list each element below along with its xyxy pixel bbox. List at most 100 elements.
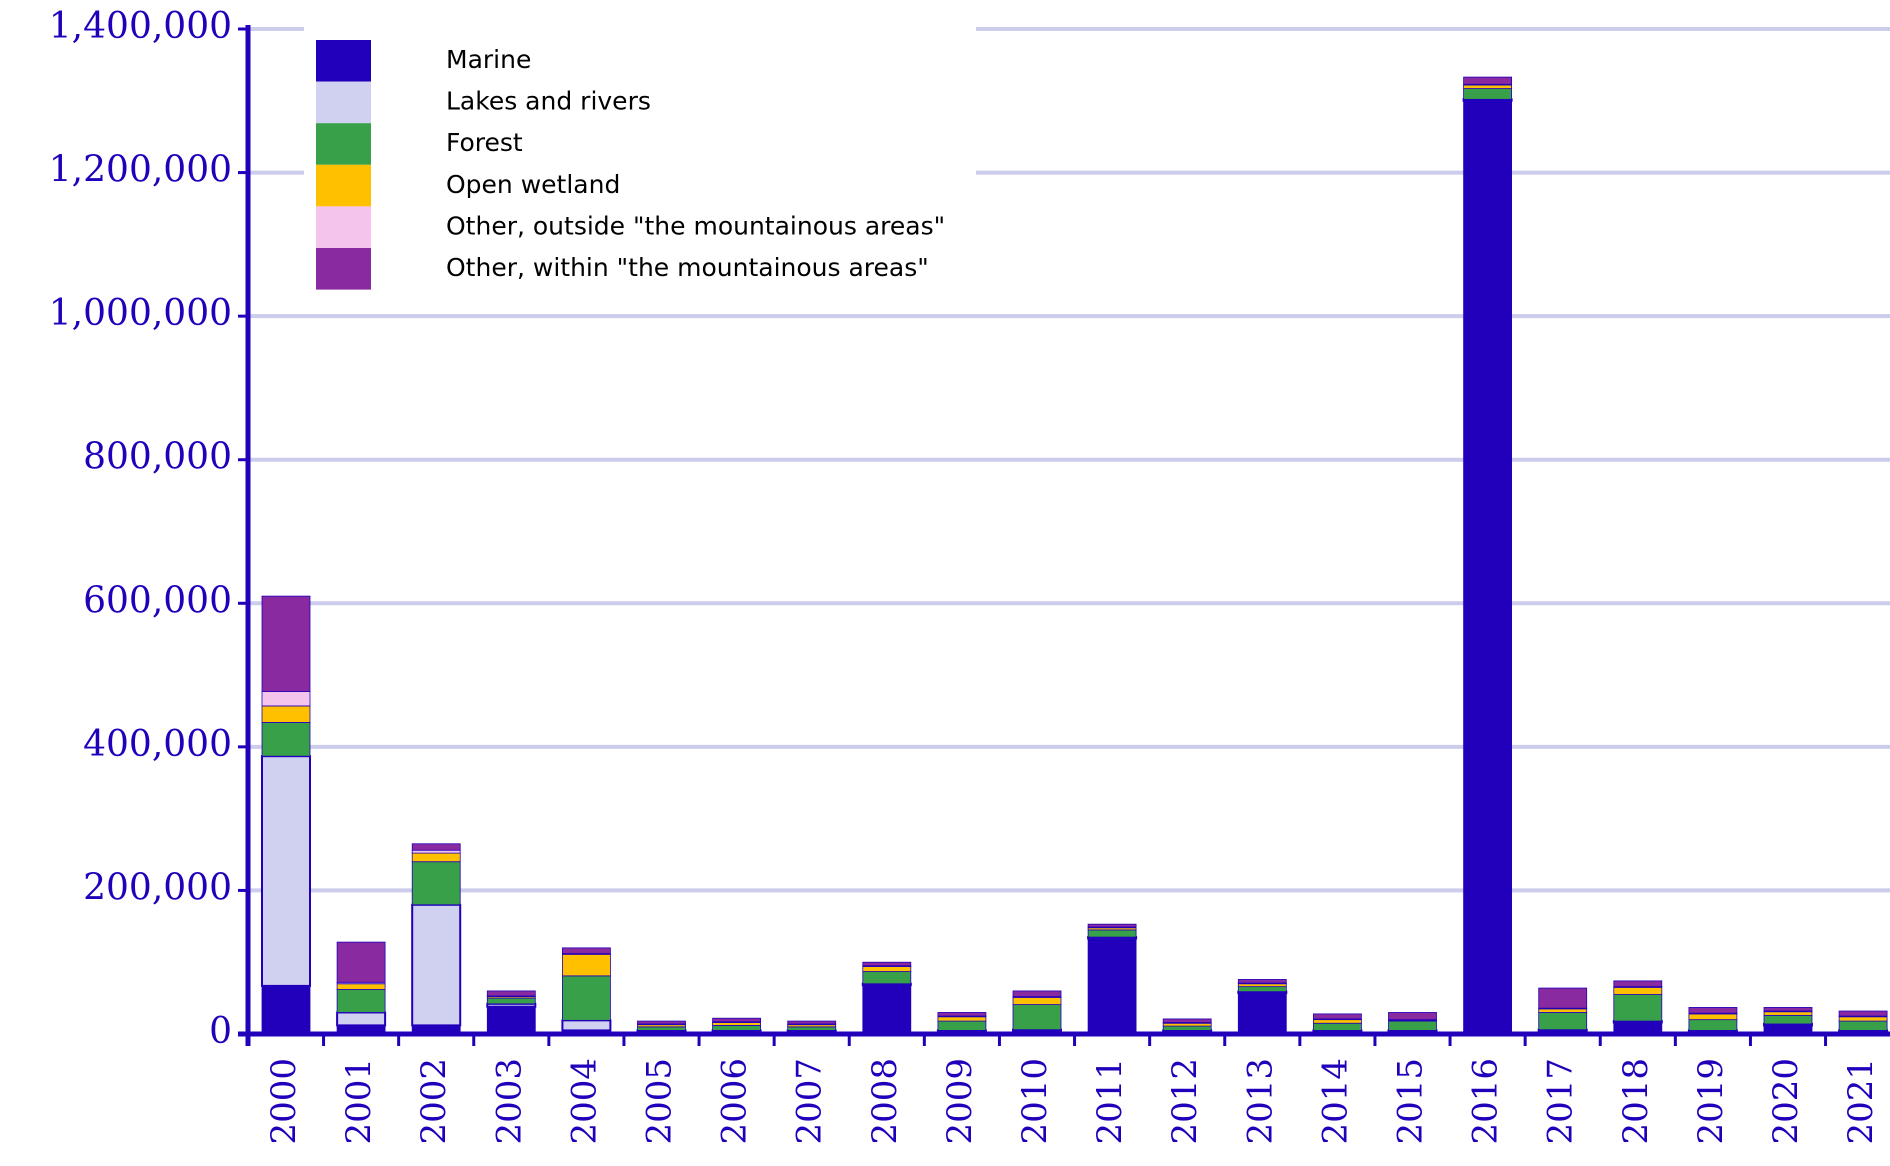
y-tick-label: 200,000 <box>83 867 232 908</box>
bar-segment <box>411 849 461 854</box>
x-tick-label: 2007 <box>790 1058 830 1145</box>
bar-segment <box>562 975 611 1021</box>
bar-segment <box>1162 1025 1212 1031</box>
bar-segment <box>261 985 311 1035</box>
bar-segment <box>1012 996 1062 1005</box>
x-tick-label: 2015 <box>1391 1058 1431 1145</box>
bar-segment <box>411 843 461 851</box>
bar-segment <box>1613 980 1663 988</box>
bar-segment <box>411 861 461 906</box>
bar-segment <box>1463 88 1512 100</box>
bar-segment <box>1237 983 1287 988</box>
y-tick-label: 1,400,000 <box>49 6 232 47</box>
bar-segment <box>787 1026 837 1031</box>
bar-segment <box>1688 1019 1738 1031</box>
bar-segment <box>1838 1010 1888 1017</box>
bar-segment <box>712 1022 761 1026</box>
bar-segment <box>1237 986 1287 993</box>
x-tick-label: 2000 <box>264 1058 304 1145</box>
legend-label: Other, outside "the mountainous areas" <box>446 211 945 240</box>
legend-swatch <box>316 40 371 82</box>
bar-segment <box>1237 992 1287 1035</box>
x-tick-label: 2010 <box>1015 1058 1055 1145</box>
y-tick-label: 800,000 <box>83 437 232 478</box>
bar-segment <box>937 1020 987 1031</box>
y-tick-label: 400,000 <box>83 724 232 765</box>
bar-segment <box>1162 1022 1212 1027</box>
bar-segment <box>1313 1022 1362 1031</box>
bar-segment <box>336 989 386 1013</box>
bar-segment <box>261 722 311 757</box>
bar-segment <box>561 1019 612 1032</box>
bar-segment <box>411 852 461 863</box>
bar-segment <box>862 961 912 967</box>
bar-segment <box>862 966 912 972</box>
bar-segment <box>486 1006 536 1035</box>
x-tick-label: 2018 <box>1616 1058 1656 1145</box>
x-tick-label: 2012 <box>1165 1058 1205 1145</box>
bar-segment <box>1313 1013 1362 1020</box>
bar-segment <box>411 903 462 1027</box>
x-tick-label: 2020 <box>1766 1058 1806 1145</box>
y-tick-label: 1,200,000 <box>49 150 232 191</box>
bar-segment <box>1613 994 1663 1022</box>
bar-segment <box>937 1016 987 1022</box>
bar-segment <box>1237 979 1287 984</box>
legend-label: Marine <box>446 45 531 74</box>
x-tick-label: 2013 <box>1240 1058 1280 1145</box>
bar-segment <box>1012 990 1062 998</box>
bar-segment <box>712 1017 761 1023</box>
legend-swatch <box>316 123 371 165</box>
bar-segment <box>1012 1004 1062 1031</box>
bar-segment <box>261 691 311 707</box>
bar-segment <box>937 1012 987 1017</box>
legend-swatch <box>316 248 371 290</box>
bar-segment <box>1538 1008 1588 1013</box>
bar-segment <box>1087 938 1137 1035</box>
bar-segment <box>336 941 386 983</box>
bar-segment <box>1087 923 1137 928</box>
legend-label: Other, within "the mountainous areas" <box>446 253 929 282</box>
bar-segment <box>1763 1014 1813 1025</box>
x-tick-label: 2021 <box>1841 1058 1881 1145</box>
bar-segment <box>862 984 912 1035</box>
bar-segment <box>1688 1013 1738 1021</box>
x-tick-label: 2005 <box>640 1058 680 1145</box>
x-tick-label: 2014 <box>1315 1058 1355 1145</box>
legend-box <box>304 27 976 290</box>
bar-segment <box>336 983 386 990</box>
legend-swatch <box>316 81 371 124</box>
y-tick-label: 600,000 <box>83 580 232 621</box>
bar-segment <box>1388 1012 1437 1021</box>
x-tick-label: 2016 <box>1466 1058 1506 1145</box>
bar-segment <box>637 1026 686 1031</box>
legend-label: Open wetland <box>446 170 620 199</box>
x-tick-label: 2017 <box>1541 1058 1581 1145</box>
bar-segment <box>261 595 311 692</box>
x-tick-label: 2001 <box>339 1058 379 1145</box>
y-tick-label: 0 <box>209 1011 232 1052</box>
bar-segment <box>1763 1007 1813 1012</box>
bar-segment <box>1763 1011 1813 1016</box>
bar-segment <box>1538 1012 1588 1031</box>
bar-segment <box>336 1011 387 1027</box>
bar-segment <box>712 1024 761 1031</box>
x-tick-label: 2008 <box>865 1058 905 1145</box>
x-tick-label: 2019 <box>1691 1058 1731 1145</box>
bar-segment <box>1463 84 1512 89</box>
bar-segment <box>1538 987 1588 1009</box>
legend-label: Lakes and rivers <box>446 87 651 116</box>
bar-segment <box>261 755 311 987</box>
bar-segment <box>1162 1018 1212 1023</box>
bar-segment <box>562 947 611 954</box>
y-tick-label: 1,000,000 <box>49 293 232 334</box>
bar-segment <box>1087 929 1137 938</box>
bar-segment <box>1463 100 1512 1035</box>
bar-segment <box>1838 1016 1888 1022</box>
bar-segment <box>486 997 536 1005</box>
bar-segment <box>486 1002 537 1008</box>
bar-segment <box>1388 1020 1437 1031</box>
bar-segment <box>261 705 311 723</box>
x-tick-label: 2002 <box>414 1058 454 1145</box>
